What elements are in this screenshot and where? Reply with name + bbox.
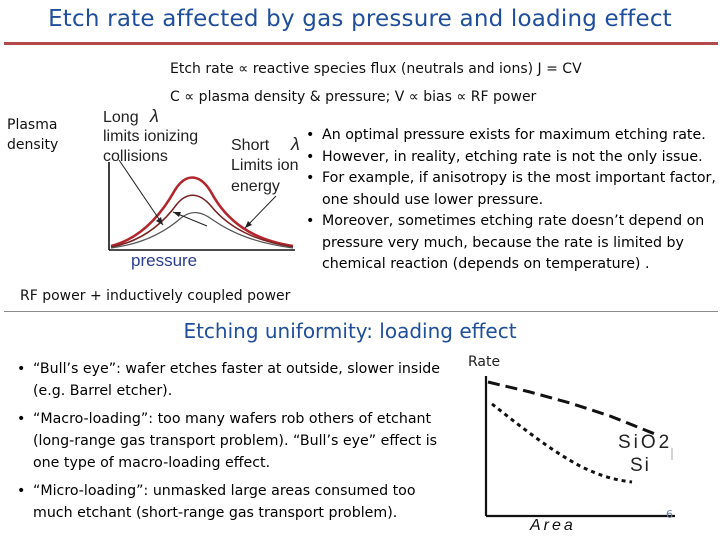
plasma-density-label: Plasma density [7, 117, 59, 153]
fig2-curve-sio2 [487, 380, 656, 436]
bottom-bullet-3: “Micro-loading”: unmasked large areas co… [17, 480, 457, 524]
equation-line-1: Etch rate ∝ reactive species flux (neutr… [170, 61, 582, 77]
fig2-y-label: Rate [468, 354, 501, 370]
fig1-curve-mid [110, 194, 294, 248]
fig1-curve-inner [110, 212, 294, 249]
loading-figure: SiO2 Si Area [484, 376, 675, 534]
fig1-curve-outer [110, 176, 294, 248]
fig1-long-label: Long [103, 109, 139, 126]
fig1-arrow-short [244, 195, 277, 229]
fig1-x-label: pressure [131, 251, 197, 270]
equation-line-2: C ∝ plasma density & pressure; V ∝ bias … [170, 89, 537, 105]
fig2-label-sio2: SiO2 [618, 432, 672, 453]
title-divider [4, 42, 718, 45]
top-bullet-list: An optimal pressure exists for maximum e… [306, 124, 716, 276]
fig1-short-label-2: Limits ion [231, 157, 299, 174]
top-bullet-3: For example, if anisotropy is the most i… [306, 168, 716, 211]
rf-power-label: RF power + inductively coupled power [20, 288, 291, 304]
fig1-short-label: Short [231, 137, 270, 154]
bottom-bullet-2: “Macro-loading”: too many wafers rob oth… [17, 408, 457, 474]
page-number: 6 [666, 508, 673, 521]
top-bullet-1: An optimal pressure exists for maximum e… [306, 124, 716, 146]
section-title: Etching uniformity: loading effect [183, 319, 517, 343]
fig1-long-label-2: limits ionizing [103, 128, 198, 145]
fig1-short-label-3: energy [231, 178, 280, 195]
fig1-lambda-2: λ [290, 134, 300, 154]
fig1-lambda: λ [149, 106, 159, 126]
fig1-arrow-long [118, 159, 164, 226]
bottom-bullet-list: “Bull’s eye”: wafer etches faster at out… [17, 358, 457, 530]
top-bullet-2: However, in reality, etching rate is not… [306, 146, 716, 168]
bottom-bullet-1: “Bull’s eye”: wafer etches faster at out… [17, 358, 457, 402]
fig1-long-label-3: collisions [103, 148, 168, 165]
section-divider [4, 311, 718, 312]
top-bullet-4: Moreover, sometimes etching rate doesn’t… [306, 211, 716, 276]
fig2-x-label: Area [529, 517, 576, 534]
page-title: Etch rate affected by gas pressure and l… [48, 6, 672, 32]
fig2-label-si: Si [630, 455, 651, 476]
pressure-figure: Long λ limits ionizing collisions Short … [103, 106, 300, 270]
fig2-curve-si [491, 402, 633, 484]
